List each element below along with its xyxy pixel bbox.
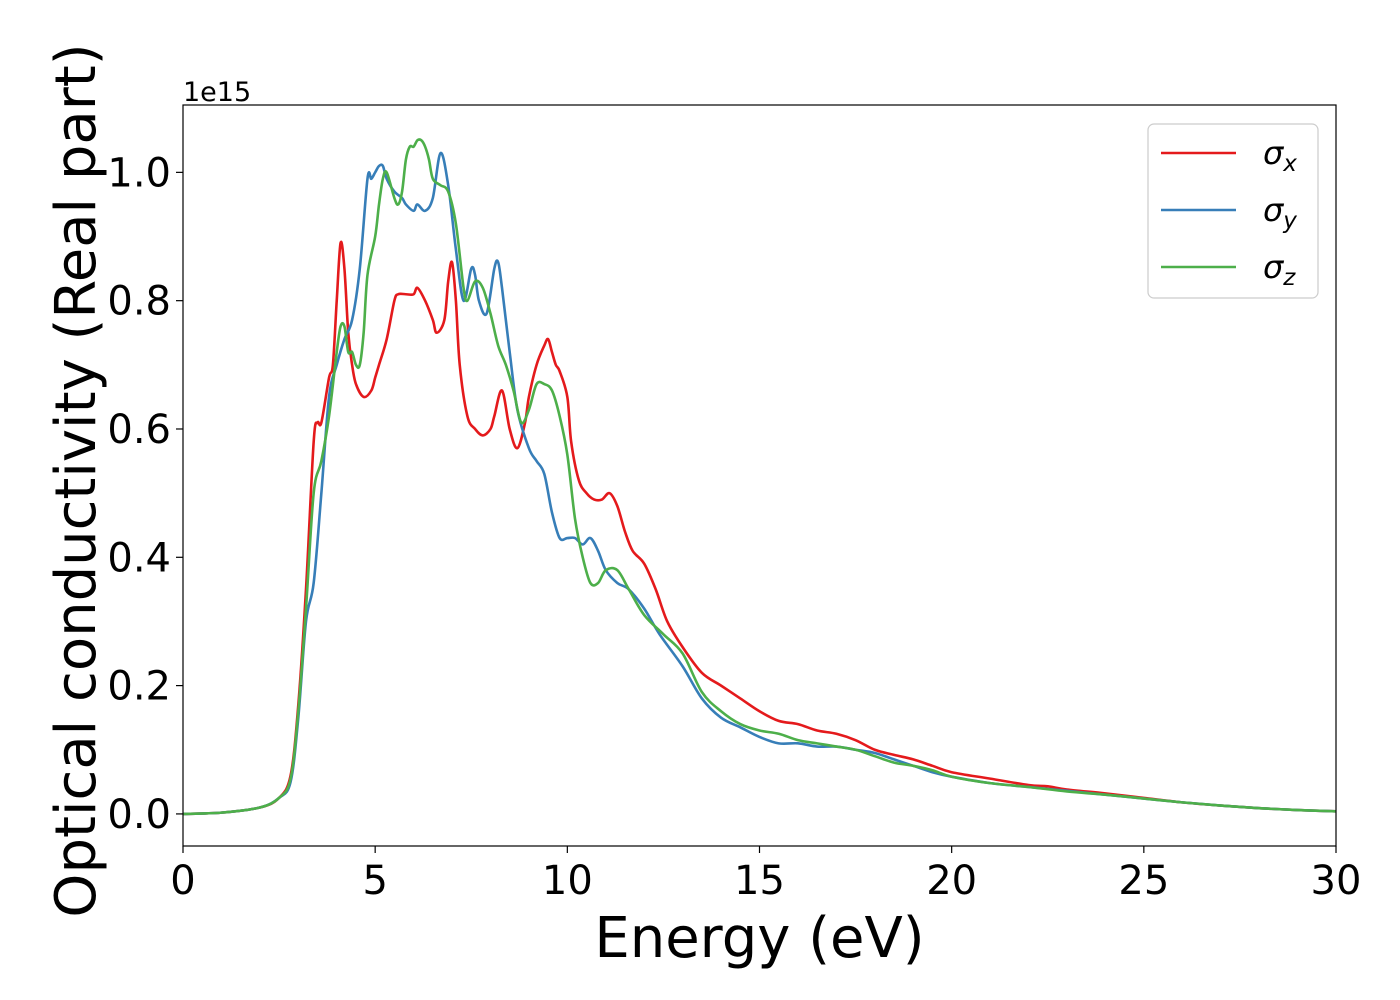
x-tick-label: 10 [542,858,593,904]
legend-label-y: σy [1263,191,1297,234]
x-tick-label: 5 [362,858,387,904]
y-tick-label: 1.0 [107,150,171,196]
x-tick-label: 0 [170,858,195,904]
series-line-z [183,138,1336,816]
x-tick-label: 25 [1118,858,1169,904]
y-axis: 0.0 0.2 0.4 0.6 0.8 1.0 [107,150,183,838]
y-tick-label: 0.6 [107,407,171,453]
legend-label-x: σx [1263,134,1297,177]
x-tick-label: 30 [1311,858,1362,904]
y-tick-label: 0.8 [107,279,171,325]
x-axis: 0 5 10 15 20 25 30 [170,846,1361,904]
y-axis-label: Optical conductivity (Real part) [44,43,109,917]
y-tick-label: 0.0 [107,792,171,838]
y-tick-label: 0.2 [107,664,171,710]
x-tick-label: 20 [926,858,977,904]
plot-lines [183,138,1336,816]
x-tick-label: 15 [734,858,785,904]
legend-label-z: σz [1263,248,1296,291]
legend: σx σy σz [1147,123,1319,299]
series-line-x [183,240,1336,816]
y-offset-text: 1e15 [183,77,251,108]
x-axis-label: Energy (eV) [594,906,924,971]
y-tick-label: 0.4 [107,535,171,581]
